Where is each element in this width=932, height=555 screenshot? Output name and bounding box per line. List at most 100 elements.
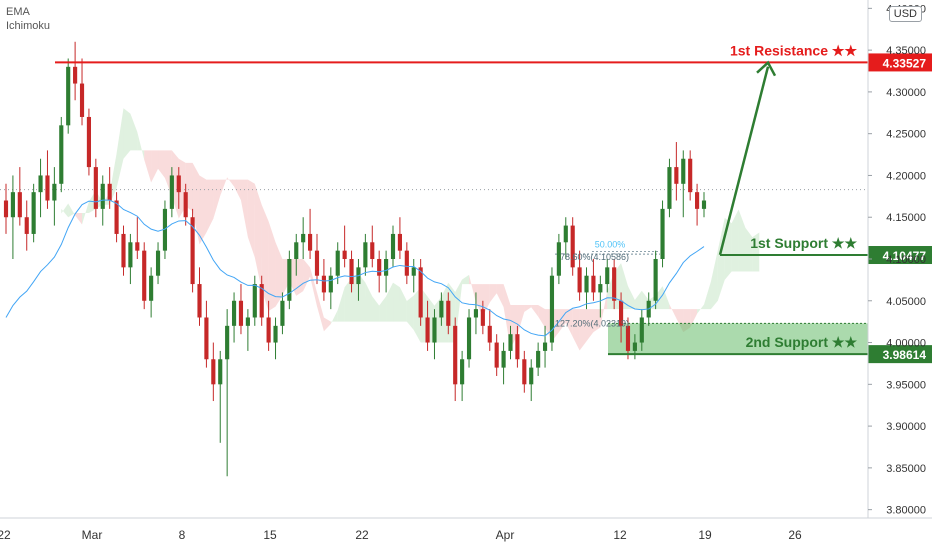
- ichimoku-cloud-segment: [462, 274, 470, 285]
- time-tick-label: Apr: [496, 528, 515, 542]
- candle-body: [301, 233, 306, 243]
- ichimoku-cloud-segment: [565, 309, 573, 337]
- candle-body: [480, 309, 485, 326]
- ichimoku-cloud-segment: [731, 209, 739, 272]
- ichimoku-cloud-segment: [399, 287, 407, 322]
- ichimoku-cloud-segment: [752, 232, 760, 272]
- ichimoku-cloud-segment: [690, 309, 698, 328]
- ema-line: [5, 199, 705, 337]
- candle-body: [501, 350, 506, 368]
- ichimoku-cloud-segment: [496, 284, 504, 308]
- candles-layer: [3, 41, 707, 477]
- projection-arrow-head: [756, 60, 777, 77]
- price-tick-label: 3.95000: [886, 379, 926, 391]
- ichimoku-cloud-segment: [144, 150, 152, 183]
- price-tick-label: 4.00000: [886, 338, 926, 350]
- time-tick-label: Mar: [82, 528, 103, 542]
- level-price-value: 4.10477: [883, 249, 927, 263]
- ichimoku-cloud-segment: [586, 309, 594, 342]
- candle-body: [639, 317, 644, 343]
- ichimoku-cloud-segment: [489, 284, 497, 303]
- ichimoku-cloud-segment: [365, 282, 373, 322]
- candle-body: [169, 175, 174, 209]
- currency-badge[interactable]: USD: [888, 6, 922, 22]
- candle-body: [404, 250, 409, 276]
- ichimoku-cloud-segment: [358, 273, 366, 322]
- candle-body: [287, 259, 292, 301]
- ichimoku-cloud-segment: [655, 286, 663, 310]
- candle-body: [10, 192, 15, 218]
- candle-body: [674, 167, 679, 184]
- indicator-label-ema: EMA: [6, 6, 30, 18]
- level-name: 1st Resistance ★★: [730, 42, 857, 58]
- candle-body: [59, 125, 64, 184]
- candle-body: [204, 317, 209, 360]
- ichimoku-cloud-segment: [579, 309, 587, 351]
- candle-body: [439, 300, 444, 318]
- candle-body: [605, 267, 610, 285]
- candle-body: [252, 284, 257, 318]
- time-tick-label: 8: [179, 528, 186, 542]
- price-tick-label: 4.25000: [886, 129, 926, 141]
- ichimoku-cloud-segment: [503, 284, 511, 349]
- candle-body: [38, 175, 43, 193]
- candle-body: [625, 325, 631, 351]
- candle-body: [466, 317, 472, 360]
- candle-body: [618, 300, 624, 326]
- ichimoku-cloud-segment: [621, 263, 628, 310]
- ema-layer: [5, 199, 705, 337]
- ichimoku-cloud-segment: [704, 281, 711, 310]
- time-tick-label: 15: [263, 528, 277, 542]
- ichimoku-cloud-segment: [151, 150, 159, 183]
- ichimoku-cloud-segment: [344, 278, 352, 322]
- candle-body: [473, 309, 479, 318]
- candle-body: [142, 250, 147, 301]
- candle-body: [79, 83, 85, 117]
- candle-body: [377, 259, 382, 276]
- ichimoku-cloud-segment: [192, 162, 200, 245]
- ichimoku-cloud-segment: [75, 213, 83, 225]
- ichimoku-cloud-segment: [738, 209, 746, 272]
- ichimoku-cloud-segment: [123, 108, 131, 159]
- candle-body: [577, 267, 582, 293]
- ichimoku-cloud-segment: [68, 203, 76, 218]
- candle-body: [653, 259, 658, 301]
- candle-body: [155, 250, 161, 276]
- price-tick-label: 4.05000: [886, 296, 926, 308]
- candle-body: [701, 200, 707, 209]
- ichimoku-cloud-segment: [82, 201, 89, 225]
- candle-body: [73, 66, 78, 84]
- axis-layer: 4.400004.350004.300004.250004.200004.150…: [0, 0, 932, 542]
- price-tick-label: 3.85000: [886, 463, 926, 475]
- candle-body: [211, 359, 216, 385]
- candle-body: [107, 183, 112, 201]
- indicator-label-ichimoku: Ichimoku: [6, 20, 51, 32]
- candle-body: [308, 233, 313, 251]
- ichimoku-cloud-segment: [158, 150, 165, 178]
- candle-body: [114, 200, 119, 234]
- levels-layer: 1st Resistance ★★ 4.33527 1st Support ★★ 4.…: [55, 42, 932, 364]
- ichimoku-cloud-segment: [406, 295, 414, 331]
- candle-body: [425, 317, 430, 343]
- candle-body: [660, 208, 665, 259]
- candle-body: [460, 359, 465, 385]
- candle-body: [681, 158, 686, 184]
- level-price-value: 3.98614: [883, 348, 927, 362]
- level-name: 1st Support ★★: [750, 235, 857, 251]
- ichimoku-cloud-segment: [303, 259, 311, 292]
- ichimoku-cloud-segment: [137, 132, 145, 160]
- price-tick-label: 4.20000: [886, 170, 926, 182]
- price-tick-label: 3.90000: [886, 421, 926, 433]
- ichimoku-cloud-segment: [323, 317, 331, 332]
- candle-body: [24, 217, 29, 234]
- candle-body: [121, 233, 126, 268]
- candle-body: [418, 267, 423, 318]
- candle-body: [31, 192, 36, 234]
- candle-body: [66, 66, 71, 126]
- candle-body: [529, 367, 534, 385]
- ichimoku-cloud-segment: [386, 282, 394, 322]
- ichimoku-cloud-segment: [310, 267, 317, 307]
- time-tick-label: 22: [355, 528, 369, 542]
- time-tick-label: 26: [788, 528, 802, 542]
